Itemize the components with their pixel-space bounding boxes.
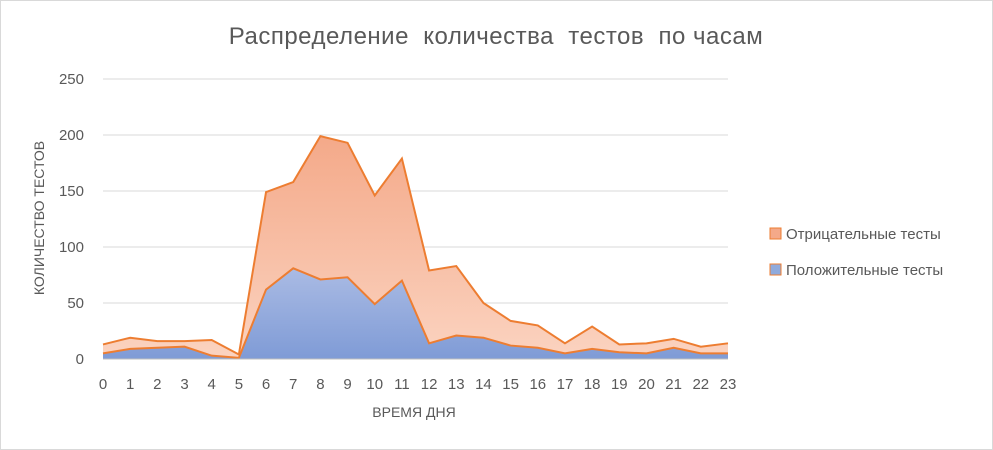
y-tick-label: 0	[76, 351, 84, 368]
x-tick-label: 19	[611, 376, 628, 393]
legend-swatch	[769, 227, 782, 240]
x-tick-label: 7	[289, 376, 297, 393]
x-tick-label: 13	[448, 376, 465, 393]
y-tick-label: 150	[59, 183, 84, 200]
x-tick-label: 14	[475, 376, 492, 393]
x-tick-label: 15	[502, 376, 519, 393]
legend-swatch	[769, 263, 782, 276]
x-tick-label: 16	[529, 376, 546, 393]
line-negative-tests	[102, 134, 729, 357]
y-axis-title: КОЛИЧЕСТВО ТЕСТОВ	[31, 141, 47, 295]
line-positive-tests	[102, 267, 728, 359]
y-axis-ticks: 0 50 100 150 200 250	[59, 71, 84, 368]
y-tick-label: 50	[67, 295, 84, 312]
x-tick-label: 8	[316, 376, 324, 393]
series-areas	[102, 134, 729, 360]
x-tick-label: 17	[557, 376, 574, 393]
x-tick-label: 21	[665, 376, 682, 393]
x-tick-label: 20	[638, 376, 655, 393]
chart-title: Распределение количества тестов по часам	[229, 23, 763, 50]
x-tick-label: 11	[394, 376, 410, 393]
x-tick-label: 22	[692, 376, 709, 393]
x-axis-ticks: 0 1 2 3 4 5 6 7 8 9 10 11 12 13 14 15 16 17 18 19 20 21 22 23	[99, 376, 737, 393]
area-negative-tests	[103, 136, 728, 358]
x-axis-title: ВРЕМЯ ДНЯ	[372, 404, 455, 420]
legend-label: Положительные тесты	[786, 262, 943, 279]
x-tick-label: 9	[343, 376, 351, 393]
legend-label: Отрицательные тесты	[786, 226, 941, 243]
x-tick-label: 6	[262, 376, 270, 393]
x-tick-label: 1	[126, 376, 134, 393]
y-tick-label: 200	[59, 127, 84, 144]
x-tick-label: 23	[720, 376, 737, 393]
x-tick-label: 18	[584, 376, 601, 393]
x-tick-label: 0	[99, 376, 107, 393]
y-tick-label: 250	[59, 71, 84, 88]
x-tick-label: 4	[208, 376, 216, 393]
x-tick-label: 3	[180, 376, 188, 393]
x-tick-label: 5	[235, 376, 243, 393]
y-tick-label: 100	[59, 239, 84, 256]
x-tick-label: 12	[421, 376, 438, 393]
x-tick-label: 2	[153, 376, 161, 393]
legend: Отрицательные тесты Положительные тесты	[769, 226, 943, 279]
x-tick-label: 10	[366, 376, 383, 393]
